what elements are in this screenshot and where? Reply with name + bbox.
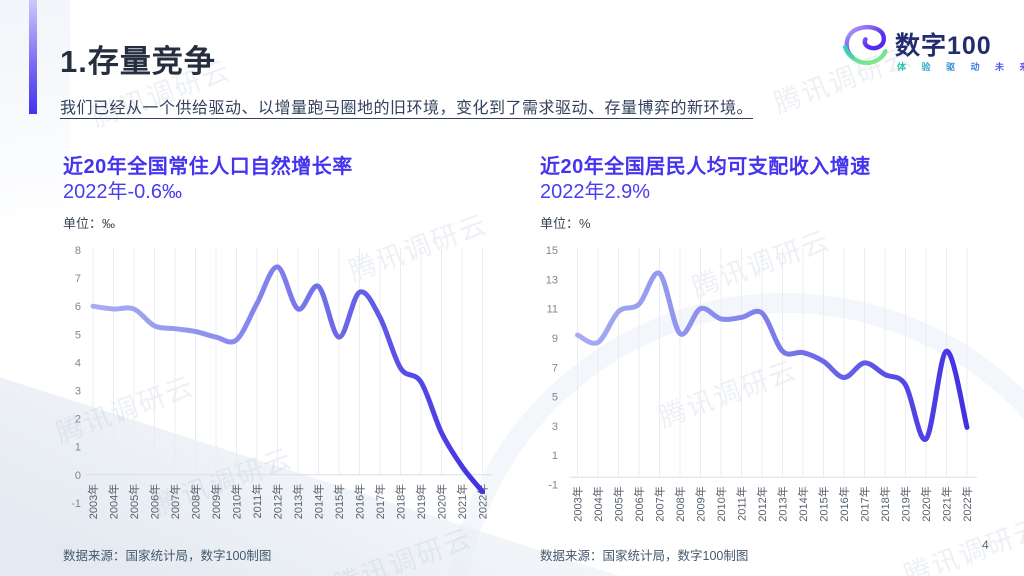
x-tick-label: 2022年 (476, 484, 490, 519)
y-tick-label: 7 (75, 273, 81, 285)
x-tick-label: 2012年 (271, 484, 285, 519)
x-tick-label: 2017年 (858, 486, 872, 521)
x-tick-label: 2019年 (414, 484, 428, 519)
y-tick-label: 1 (552, 450, 558, 462)
x-tick-label: 2018年 (878, 486, 892, 521)
x-tick-label: 2005年 (127, 484, 141, 519)
x-tick-label: 2015年 (332, 484, 346, 519)
y-tick-label: 9 (552, 333, 558, 345)
data-series-line (90, 264, 485, 495)
y-tick-label: 15 (546, 245, 558, 257)
chart-subtitle: 2022年2.9% (540, 181, 651, 203)
chart-subtitle: 2022年-0.6‰ (63, 181, 182, 203)
x-tick-label: 2021年 (940, 486, 954, 521)
chart-block-income: 近20年全国居民人均可支配收入增速 2022年2.9% 单位：% 15 13 11 9… (540, 155, 1005, 564)
x-tick-label: 2004年 (107, 484, 121, 519)
x-tick-label: 2014年 (796, 486, 810, 521)
y-tick-label: 5 (552, 392, 558, 404)
chart-title: 近20年全国常住人口自然增长率 (63, 156, 353, 178)
chart-block-population: 近20年全国常住人口自然增长率 2022年-0.6‰ 单位：‰ 8 7 6 5 4 3 2 1… (63, 155, 528, 564)
y-tick-label: 1 (75, 442, 81, 454)
y-tick-label: 13 (546, 274, 558, 286)
x-tick-label: 2012年 (755, 486, 769, 521)
source-note: 数据来源：国家统计局，数字100制图 (540, 549, 749, 563)
x-tick-label: 2014年 (312, 484, 326, 519)
logo-name: 数字100 (895, 32, 992, 60)
logo: 数字100 体 验 驱 动 未 来 (840, 18, 1024, 76)
x-tick-label: 2007年 (653, 486, 667, 521)
x-tick-label: 2004年 (591, 486, 605, 521)
y-tick-label: 0 (75, 470, 81, 482)
x-tick-label: 2009年 (694, 486, 708, 521)
population-growth-line-chart: 8 7 6 5 4 3 2 1 0 -1 2003年 2004年 2005年 2006年 2007年 2008… (71, 245, 493, 519)
y-tick-label: 5 (75, 329, 81, 341)
x-tick-label: 2020年 (435, 484, 449, 519)
x-tick-label: 2022年 (960, 486, 974, 521)
x-tick-label: 2006年 (148, 484, 162, 519)
x-tick-label: 2010年 (714, 486, 728, 521)
page-title: 1.存量竞争 (60, 44, 216, 79)
unit-label: 单位：% (540, 216, 591, 231)
x-tick-label: 2011年 (735, 486, 749, 521)
y-tick-label: 11 (547, 304, 558, 316)
x-tick-label: 2003年 (571, 486, 585, 521)
x-tick-label: 2021年 (455, 484, 469, 519)
y-tick-label: -1 (71, 498, 81, 510)
x-tick-label: 2006年 (632, 486, 646, 521)
x-tick-label: 2019年 (899, 486, 913, 521)
y-tick-label: 8 (75, 245, 81, 257)
x-tick-label: 2018年 (394, 484, 408, 519)
x-tick-label: 2008年 (673, 486, 687, 521)
x-tick-label: 2009年 (209, 484, 223, 519)
chart-title: 近20年全国居民人均可支配收入增速 (540, 156, 871, 178)
page-subtitle: 我们已经从一个供给驱动、以增量跑马圈地的旧环境，变化到了需求驱动、存量博弈的新环… (60, 100, 754, 117)
x-tick-label: 2011年 (250, 484, 264, 519)
y-tick-label: 6 (75, 301, 81, 313)
page-number: 4 (982, 538, 989, 552)
x-tick-label: 2017年 (373, 484, 387, 519)
x-tick-label: 2010年 (230, 484, 244, 519)
y-tick-label: 3 (552, 421, 558, 433)
logo-tagline: 体 验 驱 动 未 来 (897, 60, 1024, 73)
accent-bar (29, 0, 37, 114)
x-tick-label: 2005年 (612, 486, 626, 521)
data-series-line (575, 270, 970, 442)
x-tick-label: 2020年 (919, 486, 933, 521)
x-tick-label: 2008年 (189, 484, 203, 519)
orbit-swoosh-icon (843, 24, 888, 66)
y-tick-label: 7 (552, 362, 558, 374)
x-tick-label: 2007年 (168, 484, 182, 519)
income-growth-line-chart: 15 13 11 9 7 5 3 1 -1 2003年 2004年 2005年 2006年 2007年 20… (546, 245, 977, 522)
y-tick-label: 4 (75, 357, 81, 369)
x-tick-label: 2013年 (291, 484, 305, 519)
y-tick-label: 2 (75, 414, 81, 426)
x-tick-label: 2003年 (86, 484, 100, 519)
x-tick-label: 2013年 (776, 486, 790, 521)
x-tick-label: 2016年 (837, 486, 851, 521)
source-note: 数据来源：国家统计局，数字100制图 (63, 549, 272, 563)
x-tick-label: 2016年 (353, 484, 367, 519)
y-tick-label: 3 (75, 386, 81, 398)
unit-label: 单位：‰ (63, 216, 116, 231)
x-tick-label: 2015年 (817, 486, 831, 521)
y-tick-label: -1 (548, 480, 558, 492)
